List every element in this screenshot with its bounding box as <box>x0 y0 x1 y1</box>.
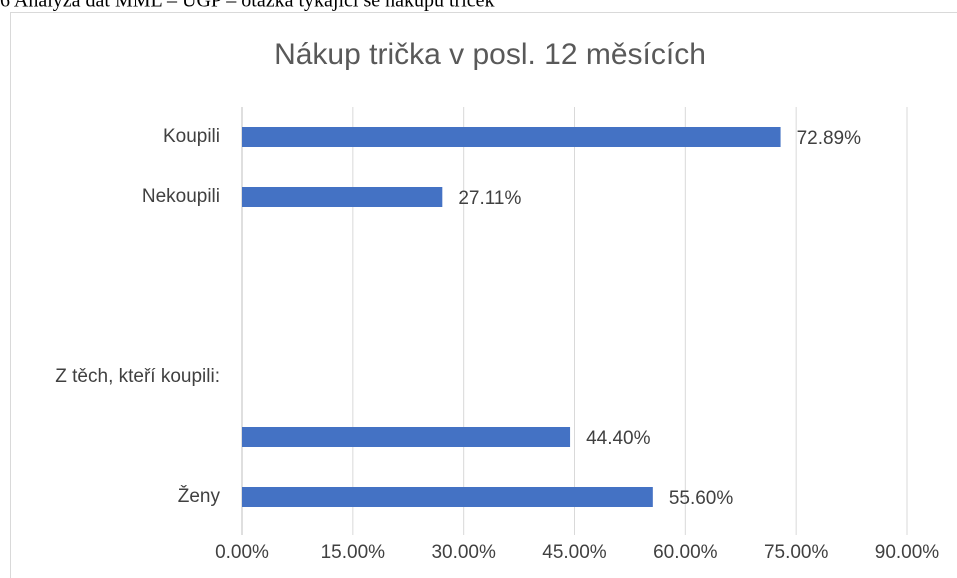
data-label: 44.40% <box>586 428 651 449</box>
caption: 6 Analýza dat MML – UGP – otázka týkajíc… <box>0 0 495 12</box>
y-tick-label: Koupili <box>163 126 220 147</box>
bar <box>242 487 653 507</box>
data-label: 55.60% <box>669 488 734 509</box>
data-label: 72.89% <box>797 128 862 149</box>
chart-title: Nákup trička v posl. 12 měsících <box>274 38 706 71</box>
chart-frame <box>10 12 957 578</box>
y-tick-label: Nekoupili <box>142 186 220 207</box>
bar <box>242 187 443 207</box>
x-tick-label: 60.00% <box>653 542 718 563</box>
y-tick-label: Z těch, kteří koupili: <box>55 366 220 387</box>
x-tick-label: 75.00% <box>764 542 829 563</box>
x-tick-label: 90.00% <box>875 542 940 563</box>
bar <box>242 427 571 447</box>
x-tick-label: 45.00% <box>542 542 607 563</box>
x-tick-label: 30.00% <box>431 542 496 563</box>
data-label: 27.11% <box>458 188 521 209</box>
x-tick-label: 0.00% <box>215 542 269 563</box>
x-tick-label: 15.00% <box>321 542 386 563</box>
bar <box>242 127 781 147</box>
y-tick-label: Ženy <box>178 485 221 507</box>
